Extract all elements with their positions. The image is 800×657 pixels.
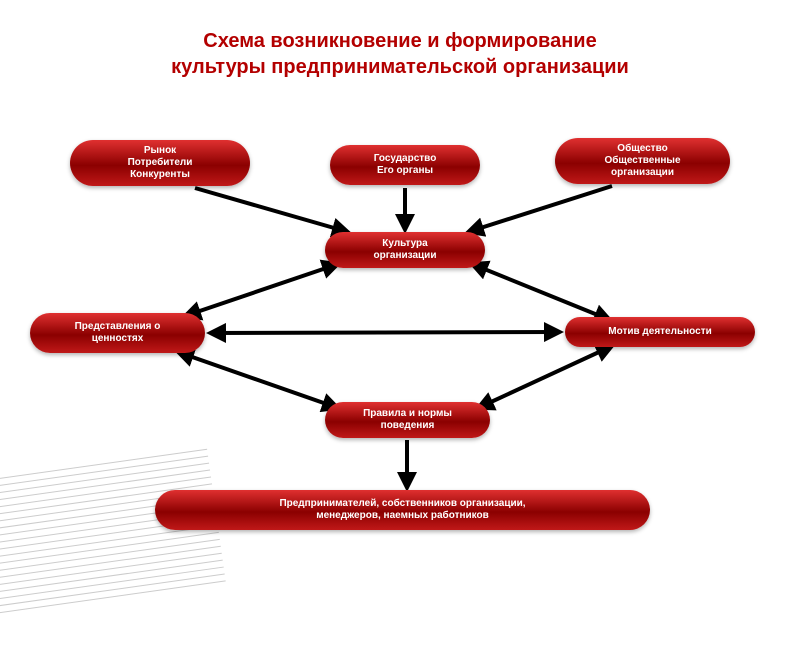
node-label: Мотив деятельности (608, 326, 712, 338)
node-label: ценностях (92, 333, 144, 345)
node-label: Государство (374, 153, 437, 165)
node-label: Общественные (604, 155, 680, 167)
node-values: Представления оценностях (30, 313, 205, 353)
node-label: Культура (382, 238, 427, 250)
node-society: ОбществоОбщественныеорганизации (555, 138, 730, 184)
node-motive: Мотив деятельности (565, 317, 755, 347)
node-label: организации (611, 167, 674, 179)
node-label: организации (374, 250, 437, 262)
node-bottom: Предпринимателей, собственников организа… (155, 490, 650, 530)
node-culture: Культураорганизации (325, 232, 485, 268)
node-label: Его органы (377, 165, 433, 177)
node-label: Представления о (75, 321, 161, 333)
diagram: РынокПотребителиКонкуренты ГосударствоЕго… (0, 0, 800, 600)
node-label: Правила и нормы (363, 408, 452, 420)
node-label: Предпринимателей, собственников организа… (279, 498, 525, 510)
node-state: ГосударствоЕго органы (330, 145, 480, 185)
node-label: Рынок (144, 145, 176, 157)
node-label: Конкуренты (130, 169, 190, 181)
node-label: Потребители (128, 157, 193, 169)
node-rules: Правила и нормыповедения (325, 402, 490, 438)
node-label: Общество (617, 143, 667, 155)
node-label: менеджеров, наемных работников (316, 510, 489, 522)
node-market: РынокПотребителиКонкуренты (70, 140, 250, 186)
node-label: поведения (381, 420, 435, 432)
